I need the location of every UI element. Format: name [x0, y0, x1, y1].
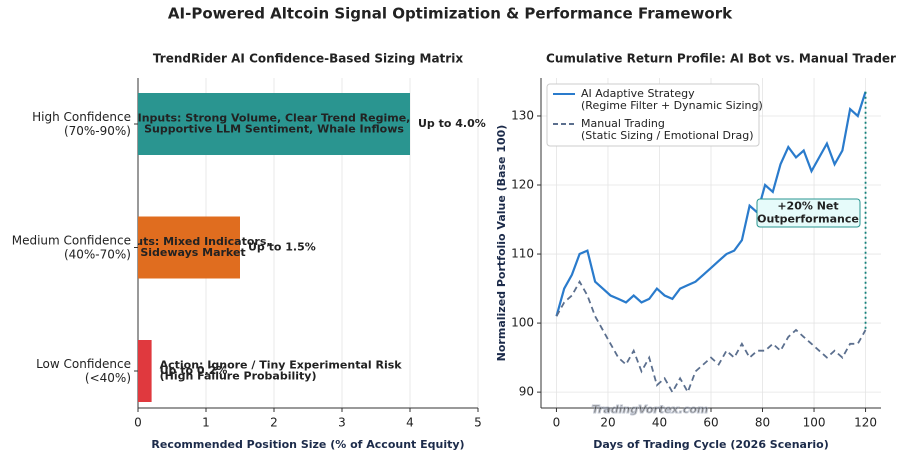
x-tick-label: 20: [600, 416, 615, 430]
y-tick-label: 90: [519, 385, 534, 399]
bar: [138, 340, 152, 402]
bar-annotation: Inputs: Mixed Indicators, Sideways Market: [115, 235, 270, 259]
y-tick-label: 110: [511, 247, 534, 261]
subplot-title: Cumulative Return Profile: AI Bot vs. Ma…: [546, 52, 896, 66]
x-tick-label: 60: [703, 416, 718, 430]
x-tick-label: 1: [202, 416, 210, 430]
bar-annotation: Inputs: Strong Volume, Clear Trend Regim…: [138, 112, 411, 136]
x-axis-label: Days of Trading Cycle (2026 Scenario): [593, 438, 829, 451]
x-tick-label: 2: [270, 416, 278, 430]
watermark: TradingVortex.com: [592, 403, 709, 416]
x-tick-label: 3: [338, 416, 346, 430]
x-axis-label: Recommended Position Size (% of Account …: [151, 438, 464, 451]
y-tick-label: 100: [511, 316, 534, 330]
y-tick-label: Low Confidence (<40%): [36, 357, 131, 385]
x-tick-label: 4: [406, 416, 414, 430]
value-label: Up to 1.5%: [248, 241, 316, 254]
bar: [138, 216, 240, 279]
bars: [138, 93, 410, 402]
x-tick-label: 0: [134, 416, 142, 430]
annotation-box: [756, 198, 861, 228]
x-tick-label: 0: [553, 416, 561, 430]
annotation: +20% Net Outperformance: [757, 200, 859, 226]
legend-label: Manual Trading (Static Sizing / Emotional…: [581, 117, 754, 142]
y-tick-label: 130: [511, 108, 534, 122]
bar-annotation: Action: Ignore / Tiny Experimental Risk(…: [160, 359, 403, 383]
value-label: Up to 4.0%: [418, 117, 486, 130]
y-tick-label: High Confidence (70%-90%): [32, 110, 131, 138]
y-tick-label: 120: [511, 178, 534, 192]
subplot-title: TrendRider AI Confidence-Based Sizing Ma…: [153, 52, 463, 66]
x-tick-label: 80: [755, 416, 770, 430]
x-tick-label: 120: [854, 416, 877, 430]
figure-title: AI-Powered Altcoin Signal Optimization &…: [168, 5, 733, 23]
legend-label: AI Adaptive Strategy (Regime Filter + Dyn…: [581, 87, 763, 112]
series-line: [555, 279, 867, 395]
legend-box: [546, 83, 760, 147]
y-tick-label: Medium Confidence (40%-70%): [12, 233, 131, 261]
value-label: Up to 0.2%: [160, 364, 228, 377]
x-tick-label: 100: [803, 416, 826, 430]
series-line: [555, 91, 867, 317]
x-tick-label: 40: [652, 416, 667, 430]
x-tick-label: 5: [474, 416, 482, 430]
y-axis-label: Normalized Portfolio Value (Base 100): [495, 125, 508, 362]
bar: [138, 93, 410, 155]
